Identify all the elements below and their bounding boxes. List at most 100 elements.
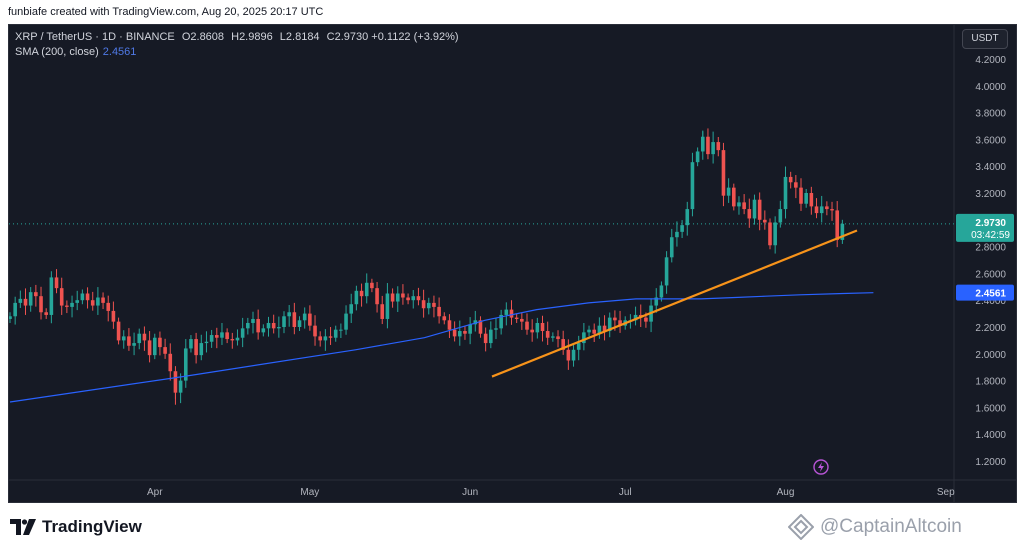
candle-body[interactable] bbox=[230, 339, 235, 341]
candle-body[interactable] bbox=[168, 353, 173, 372]
candle-body[interactable] bbox=[339, 329, 343, 331]
candle-body[interactable] bbox=[535, 322, 540, 333]
candle-body[interactable] bbox=[613, 317, 617, 321]
candle-body[interactable] bbox=[690, 162, 695, 210]
candle-body[interactable] bbox=[199, 343, 204, 356]
candle-body[interactable] bbox=[726, 187, 731, 196]
candle-body[interactable] bbox=[607, 317, 612, 332]
candle-body[interactable] bbox=[809, 193, 814, 207]
candle-body[interactable] bbox=[390, 293, 395, 302]
candle-body[interactable] bbox=[473, 320, 478, 325]
candle-body[interactable] bbox=[183, 348, 188, 381]
candle-body[interactable] bbox=[706, 136, 710, 155]
candle-body[interactable] bbox=[266, 322, 271, 329]
candle-body[interactable] bbox=[364, 282, 369, 297]
candle-body[interactable] bbox=[380, 304, 385, 319]
candle-body[interactable] bbox=[59, 288, 64, 306]
x-tick-label[interactable]: Apr bbox=[147, 487, 163, 498]
candle-body[interactable] bbox=[742, 202, 746, 210]
candle-body[interactable] bbox=[685, 209, 690, 226]
candle-body[interactable] bbox=[215, 335, 219, 338]
candle-body[interactable] bbox=[530, 329, 534, 333]
candle-body[interactable] bbox=[566, 349, 571, 361]
candle-body[interactable] bbox=[142, 333, 147, 341]
candle-body[interactable] bbox=[287, 312, 291, 317]
candle-body[interactable] bbox=[152, 337, 157, 356]
candle-body[interactable] bbox=[437, 306, 441, 317]
candle-body[interactable] bbox=[732, 187, 736, 207]
x-tick-label[interactable]: Jul bbox=[619, 487, 632, 498]
candle-body[interactable] bbox=[509, 309, 514, 318]
candle-body[interactable] bbox=[18, 298, 23, 303]
candle-body[interactable] bbox=[328, 336, 333, 338]
candle-body[interactable] bbox=[401, 293, 405, 298]
candle-body[interactable] bbox=[375, 288, 379, 305]
x-tick-label[interactable]: May bbox=[300, 487, 319, 498]
candle-body[interactable] bbox=[240, 328, 245, 338]
sma-legend[interactable]: SMA (200, close) 2.4561 bbox=[15, 46, 136, 58]
candle-body[interactable] bbox=[54, 277, 59, 289]
candle-body[interactable] bbox=[520, 318, 524, 322]
candle-body[interactable] bbox=[830, 209, 834, 211]
candle-body[interactable] bbox=[654, 297, 659, 306]
candle-body[interactable] bbox=[121, 336, 126, 341]
candle-body[interactable] bbox=[794, 182, 798, 188]
candle-body[interactable] bbox=[576, 343, 581, 350]
candle-body[interactable] bbox=[525, 321, 529, 330]
candle-body[interactable] bbox=[840, 223, 845, 240]
candle-body[interactable] bbox=[768, 222, 772, 246]
candle-body[interactable] bbox=[209, 335, 214, 342]
candle-body[interactable] bbox=[442, 316, 447, 321]
candle-body[interactable] bbox=[271, 322, 276, 329]
candle-body[interactable] bbox=[344, 313, 348, 330]
candle-body[interactable] bbox=[804, 193, 808, 204]
candle-body[interactable] bbox=[452, 329, 457, 337]
candle-body[interactable] bbox=[483, 333, 488, 344]
candle-body[interactable] bbox=[752, 199, 757, 219]
candle-body[interactable] bbox=[711, 142, 715, 155]
candle-body[interactable] bbox=[737, 202, 741, 207]
candle-body[interactable] bbox=[13, 302, 17, 317]
candle-body[interactable] bbox=[499, 314, 503, 329]
candle-body[interactable] bbox=[163, 347, 167, 354]
candle-body[interactable] bbox=[333, 329, 338, 338]
candle-body[interactable] bbox=[318, 336, 322, 341]
candle-body[interactable] bbox=[277, 327, 281, 329]
events-lightning-icon[interactable] bbox=[813, 459, 829, 475]
candle-body[interactable] bbox=[582, 332, 586, 344]
candle-body[interactable] bbox=[421, 300, 426, 309]
candle-body[interactable] bbox=[349, 304, 354, 314]
x-tick-label[interactable]: Aug bbox=[777, 487, 795, 498]
candle-body[interactable] bbox=[406, 297, 410, 301]
candle-body[interactable] bbox=[297, 320, 302, 327]
candle-body[interactable] bbox=[23, 298, 28, 306]
candle-body[interactable] bbox=[494, 328, 498, 330]
candle-body[interactable] bbox=[447, 320, 452, 330]
candle-body[interactable] bbox=[106, 302, 111, 311]
candle-body[interactable] bbox=[618, 320, 622, 326]
candle-body[interactable] bbox=[261, 328, 266, 333]
candle-body[interactable] bbox=[65, 305, 69, 307]
candle-body[interactable] bbox=[132, 343, 136, 346]
candle-body[interactable] bbox=[354, 290, 359, 305]
candle-body[interactable] bbox=[825, 206, 829, 210]
candle-body[interactable] bbox=[556, 336, 560, 340]
candle-body[interactable] bbox=[90, 300, 95, 306]
x-tick-label[interactable]: Jun bbox=[462, 487, 478, 498]
candle-body[interactable] bbox=[49, 277, 54, 315]
candle-body[interactable] bbox=[633, 314, 638, 321]
candle-body[interactable] bbox=[799, 187, 803, 204]
candle-body[interactable] bbox=[116, 321, 121, 341]
candle-body[interactable] bbox=[675, 231, 679, 238]
candle-body[interactable] bbox=[545, 331, 550, 338]
candle-body[interactable] bbox=[34, 292, 38, 297]
candle-body[interactable] bbox=[385, 293, 390, 319]
candle-body[interactable] bbox=[763, 219, 767, 223]
candle-body[interactable] bbox=[101, 297, 105, 303]
candle-body[interactable] bbox=[592, 329, 597, 334]
candle-body[interactable] bbox=[659, 285, 664, 298]
candle-body[interactable] bbox=[370, 282, 374, 289]
candle-body[interactable] bbox=[835, 210, 839, 240]
candle-body[interactable] bbox=[551, 336, 555, 338]
candle-body[interactable] bbox=[783, 176, 788, 210]
